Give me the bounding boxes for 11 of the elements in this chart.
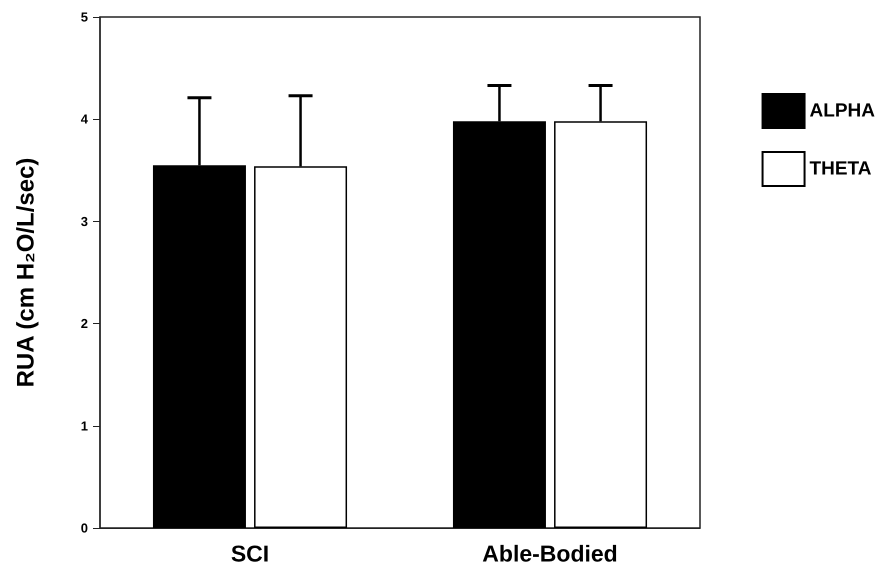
x-tick-label: SCI xyxy=(230,540,270,566)
y-tick-label: 3 xyxy=(80,214,88,229)
y-tick-label: 5 xyxy=(80,10,88,24)
y-axis-title: RUA (cm H₂O/L/sec) xyxy=(12,158,40,388)
x-tick-label: Able-Bodied xyxy=(482,540,618,566)
y-tick-label: 1 xyxy=(80,418,88,434)
legend-label: ALPHA xyxy=(810,100,876,122)
legend-label: THETA xyxy=(810,158,872,180)
y-tick-label: 0 xyxy=(80,520,88,536)
y-tick-label: 4 xyxy=(80,112,89,127)
y-tick-label: 2 xyxy=(80,316,88,332)
